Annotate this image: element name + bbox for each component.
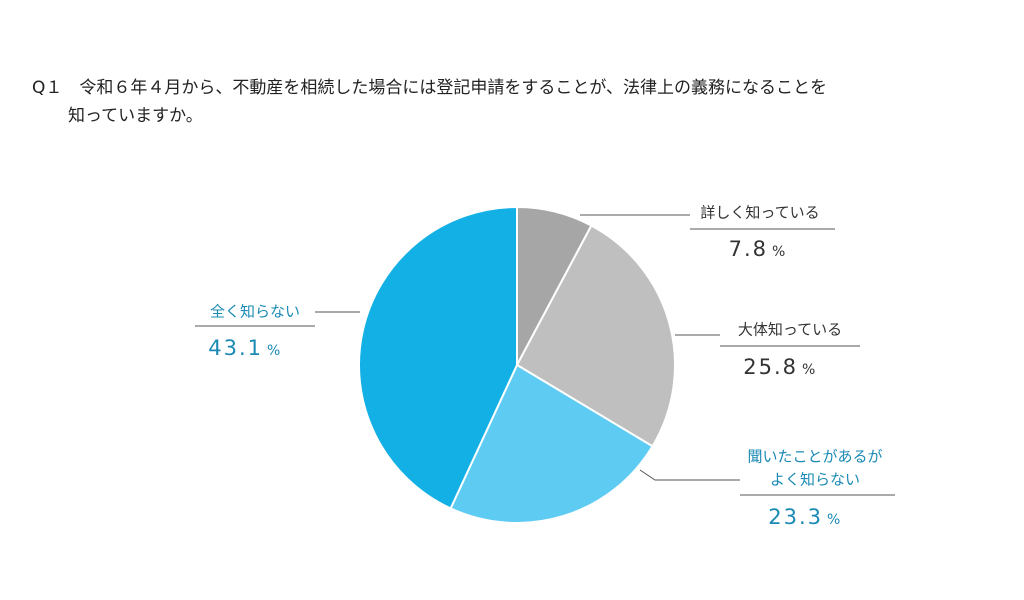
value-label: 25.8: [743, 355, 798, 379]
leader-line: [639, 469, 740, 481]
value-label: 7.8: [729, 237, 768, 261]
value-unit: %: [772, 244, 785, 260]
chart-title: 知っていますか。: [68, 106, 203, 126]
slice-label: 聞いたことがあるが: [747, 448, 882, 466]
chart-title: Q１ 令和６年４月から、不動産を相続した場合には登記申請をすることが、法律上の義…: [32, 78, 827, 98]
value-label: 23.3: [768, 505, 823, 529]
value-unit: %: [827, 512, 840, 528]
pie-slice: [449, 363, 654, 524]
slice-label: 詳しく知っている: [700, 204, 819, 222]
slice-label: 全く知らない: [210, 303, 300, 321]
value-unit: %: [802, 362, 815, 378]
slice-label: 大体知っている: [738, 321, 842, 339]
pie-slice: [358, 205, 518, 510]
value-label: 43.1: [208, 336, 263, 360]
value-unit: %: [267, 343, 280, 359]
pie-slice: [515, 224, 676, 448]
slice-label: よく知らない: [770, 471, 860, 489]
